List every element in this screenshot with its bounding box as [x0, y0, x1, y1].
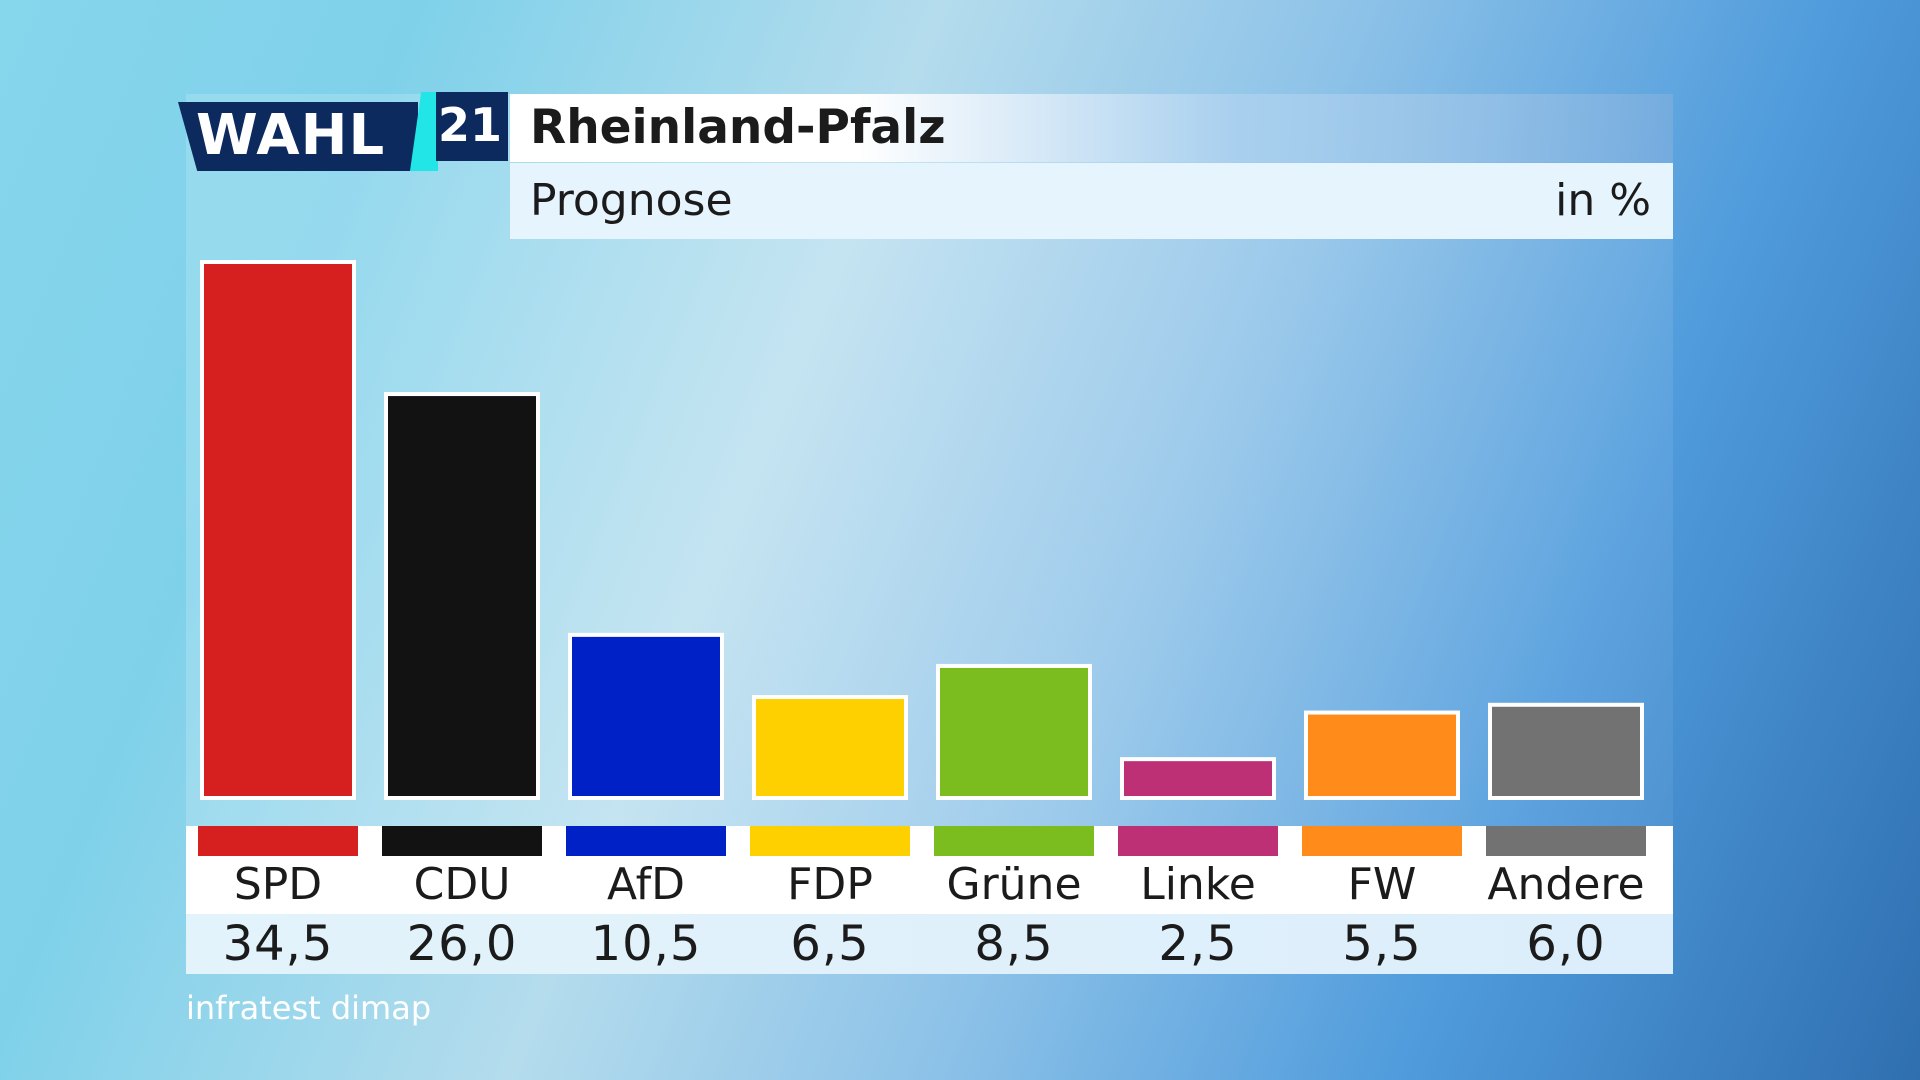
value-band: 34,5 26,0 10,5 6,5 8,5 2,5 5,5 6,0 — [186, 914, 1673, 974]
swatch-andere — [1486, 826, 1646, 856]
wahl-logo: WAHL 21 — [178, 92, 508, 171]
party-label-fw: FW — [1347, 859, 1417, 910]
value-label-cdu: 26,0 — [406, 916, 518, 972]
party-label-band: SPD CDU AfD FDP Grüne Linke FW Andere — [186, 826, 1673, 914]
party-label-afd: AfD — [607, 859, 685, 910]
value-label-grüne: 8,5 — [974, 916, 1054, 972]
source-label: infratest dimap — [186, 989, 432, 1027]
swatch-linke — [1118, 826, 1278, 856]
party-label-andere: Andere — [1487, 859, 1645, 910]
value-label-linke: 2,5 — [1158, 916, 1238, 972]
logo-wahl-block: WAHL — [178, 102, 418, 171]
swatch-grüne — [934, 826, 1094, 856]
party-label-cdu: CDU — [413, 859, 511, 910]
value-label-andere: 6,0 — [1526, 916, 1606, 972]
party-label-fdp: FDP — [787, 859, 873, 910]
swatch-fdp — [750, 826, 910, 856]
value-label-fdp: 6,5 — [790, 916, 870, 972]
unit-label: in % — [1555, 175, 1651, 226]
swatch-afd — [566, 826, 726, 856]
swatch-spd — [198, 826, 358, 856]
bar-andere — [1488, 702, 1644, 800]
bar-fw — [1304, 710, 1460, 800]
swatch-cdu — [382, 826, 542, 856]
bar-grüne — [936, 663, 1092, 800]
chart-title: Rheinland-Pfalz — [530, 100, 946, 155]
logo-year: 21 — [438, 98, 503, 152]
bar-spd — [200, 260, 356, 800]
title-bar: Rheinland-Pfalz — [510, 94, 1673, 162]
logo-word: WAHL — [196, 103, 386, 168]
party-label-linke: Linke — [1140, 859, 1256, 910]
value-label-fw: 5,5 — [1342, 916, 1422, 972]
value-label-spd: 34,5 — [222, 916, 334, 972]
subtitle-bar: Prognose in % — [510, 163, 1673, 239]
bar-fdp — [752, 695, 908, 800]
value-label-afd: 10,5 — [590, 916, 702, 972]
party-label-spd: SPD — [233, 859, 323, 910]
party-label-grüne: Grüne — [946, 859, 1082, 910]
chart-subtitle: Prognose — [530, 175, 733, 226]
logo-year-block: 21 — [436, 92, 508, 161]
swatch-fw — [1302, 826, 1462, 856]
bar-afd — [568, 632, 724, 800]
bar-linke — [1120, 757, 1276, 801]
bar-cdu — [384, 392, 540, 800]
